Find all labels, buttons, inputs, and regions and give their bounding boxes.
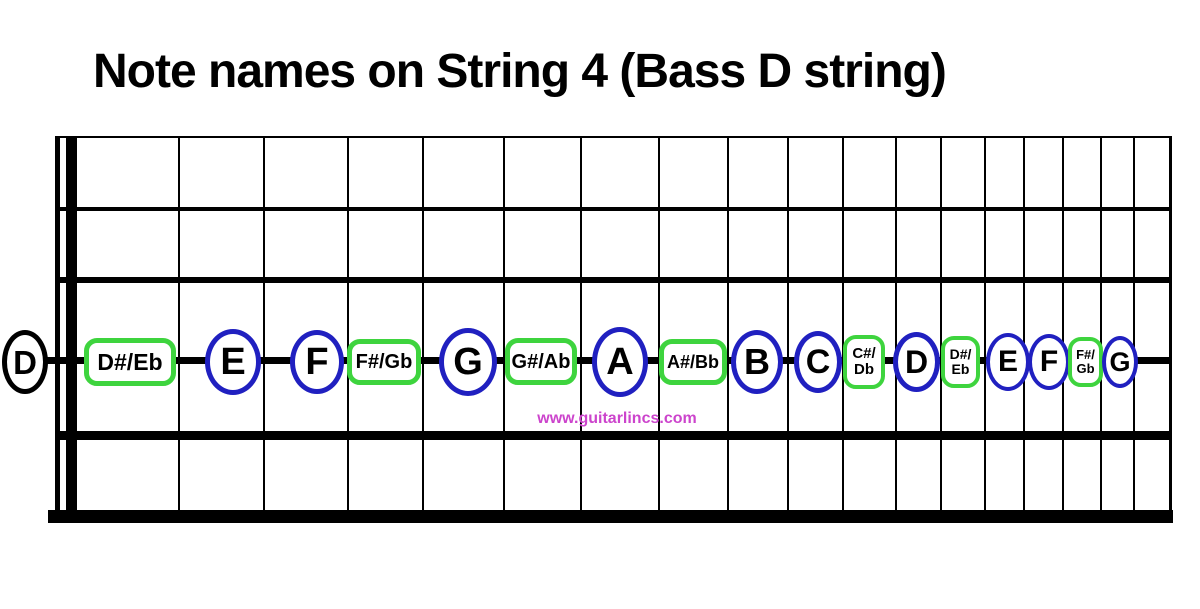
string-line-2 <box>55 207 1171 211</box>
note-marker-fret-3: F <box>290 330 344 394</box>
nut-line-thin <box>55 136 60 523</box>
watermark-url: www.guitarlincs.com <box>537 410 697 427</box>
note-label: D <box>904 344 929 380</box>
note-label: F <box>1039 345 1059 378</box>
fret-line-14 <box>1023 136 1025 510</box>
fret-line-8 <box>727 136 729 510</box>
fret-line-9 <box>787 136 789 510</box>
fret-line-5 <box>503 136 505 510</box>
nut-line-thick <box>66 136 77 523</box>
note-marker-fret-13: D#/ Eb <box>941 336 980 388</box>
note-marker-fret-8: A#/Bb <box>659 339 727 385</box>
note-label: F#/Gb <box>355 351 413 373</box>
page-title: Note names on String 4 (Bass D string) <box>93 45 947 98</box>
note-label: A#/Bb <box>666 352 719 372</box>
note-marker-fret-10: C <box>794 331 842 393</box>
fret-line-2 <box>263 136 265 510</box>
note-marker-fret-16: F#/ Gb <box>1068 337 1103 387</box>
note-label: G <box>1109 346 1131 377</box>
string-line-3 <box>55 277 1171 283</box>
note-label: G#/Ab <box>511 350 571 373</box>
fret-line-11 <box>895 136 897 510</box>
note-label: B <box>744 341 770 382</box>
fret-line-4 <box>422 136 424 510</box>
fret-line-17 <box>1133 136 1135 510</box>
note-label: A <box>606 341 634 383</box>
note-marker-fret-6: G#/Ab <box>505 338 577 385</box>
note-label: Gb <box>1076 361 1095 376</box>
note-marker-fret-14: E <box>986 333 1030 391</box>
note-marker-fret-12: D <box>893 332 940 392</box>
fret-line-16 <box>1100 136 1102 510</box>
fret-line-13 <box>984 136 986 510</box>
fret-line-10 <box>842 136 844 510</box>
note-label: C#/ <box>852 344 876 362</box>
note-marker-open-d: D <box>2 330 48 394</box>
note-label: E <box>997 345 1018 378</box>
note-label: Db <box>854 361 874 378</box>
fret-line-3 <box>347 136 349 510</box>
fret-line-15 <box>1062 136 1064 510</box>
fret-line-1 <box>178 136 180 510</box>
string-line-5 <box>55 431 1171 440</box>
fret-line-6 <box>580 136 582 510</box>
note-label: G <box>453 341 483 383</box>
note-label: C <box>805 343 831 381</box>
note-marker-fret-17: G <box>1102 336 1138 388</box>
note-label: E <box>220 341 246 383</box>
fret-line-7 <box>658 136 660 510</box>
note-label: F <box>305 341 329 383</box>
note-marker-fret-1: D#/Eb <box>84 338 176 386</box>
note-label: D <box>13 343 37 381</box>
string-line-1 <box>55 136 1171 138</box>
note-marker-fret-2: E <box>205 329 261 395</box>
note-label: Eb <box>951 361 970 377</box>
note-marker-fret-11: C#/ Db <box>843 335 885 389</box>
note-marker-fret-7: A <box>592 327 648 397</box>
note-marker-fret-15: F <box>1028 334 1070 390</box>
note-label: D#/ <box>949 345 972 362</box>
note-marker-fret-5: G <box>439 328 497 396</box>
note-marker-fret-9: B <box>731 330 783 394</box>
note-marker-fret-4: F#/Gb <box>347 339 421 385</box>
string-line-6 <box>48 510 1173 523</box>
note-label: F#/ <box>1076 346 1095 362</box>
fret-line-12 <box>940 136 942 510</box>
note-label: D#/Eb <box>97 348 163 375</box>
fretboard-right-edge <box>1169 136 1172 510</box>
